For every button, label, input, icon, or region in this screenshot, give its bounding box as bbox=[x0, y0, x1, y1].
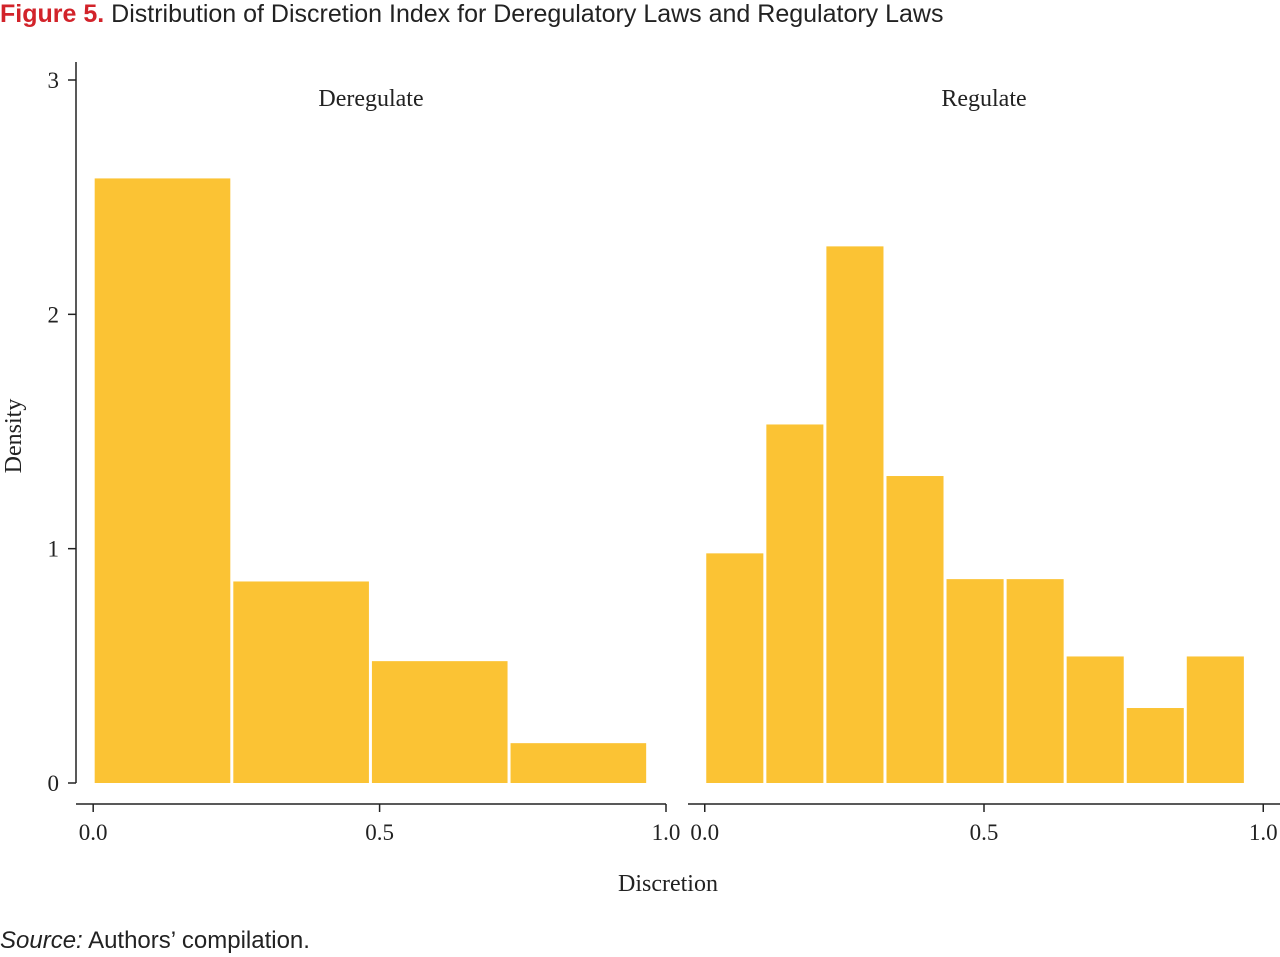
histogram-bar bbox=[1066, 656, 1124, 783]
histogram-bar bbox=[1126, 708, 1184, 783]
figure-label: Figure 5. bbox=[0, 0, 105, 28]
y-tick-label: 3 bbox=[48, 68, 60, 93]
histogram-bar bbox=[946, 579, 1004, 783]
x-tick-label: 0.5 bbox=[365, 820, 394, 845]
histogram-chart: 0 1 2 3 Deregulate 0.0 0.5 1.0 Regulate 0.0 0.5 1.… bbox=[1, 62, 1280, 897]
y-tick-label: 1 bbox=[48, 537, 60, 562]
facet-label: Deregulate bbox=[318, 86, 423, 112]
x-tick-label: 0.0 bbox=[79, 820, 108, 845]
histogram-bar bbox=[510, 743, 647, 783]
figure-title-text: Distribution of Discretion Index for Der… bbox=[111, 0, 944, 28]
histogram-bar bbox=[766, 424, 824, 783]
histogram-bar bbox=[826, 246, 884, 784]
x-tick-label: 1.0 bbox=[1249, 820, 1278, 845]
x-tick-label: 0.5 bbox=[970, 820, 999, 845]
y-axis: 0 1 2 3 bbox=[48, 62, 77, 796]
histogram-bar bbox=[1186, 656, 1244, 783]
facet-panels: Deregulate 0.0 0.5 1.0 Regulate 0.0 0.5 1.0 bbox=[76, 86, 1280, 845]
source-note: Source: Authors’ compilation. bbox=[0, 925, 310, 957]
x-tick-label: 1.0 bbox=[652, 820, 681, 845]
y-tick-label: 0 bbox=[48, 771, 60, 796]
facet-panel-deregulate: Deregulate 0.0 0.5 1.0 bbox=[76, 86, 680, 845]
x-tick-label: 0.0 bbox=[690, 820, 719, 845]
facet-panel-regulate: Regulate 0.0 0.5 1.0 bbox=[688, 86, 1280, 845]
histogram-bar bbox=[371, 661, 508, 783]
histogram-bar bbox=[233, 581, 369, 783]
histogram-bar bbox=[706, 553, 764, 783]
histogram-bar bbox=[1006, 579, 1064, 783]
y-tick-label: 2 bbox=[48, 302, 60, 327]
figure-title: Figure 5. Distribution of Discretion Ind… bbox=[0, 0, 944, 30]
source-text: Authors’ compilation. bbox=[82, 927, 310, 954]
histogram-bar bbox=[94, 178, 231, 784]
x-axis-title: Discretion bbox=[618, 871, 718, 897]
y-axis-title: Density bbox=[1, 399, 27, 474]
facet-label: Regulate bbox=[941, 86, 1026, 112]
histogram-bar bbox=[886, 476, 944, 783]
source-label: Source: bbox=[0, 927, 83, 954]
